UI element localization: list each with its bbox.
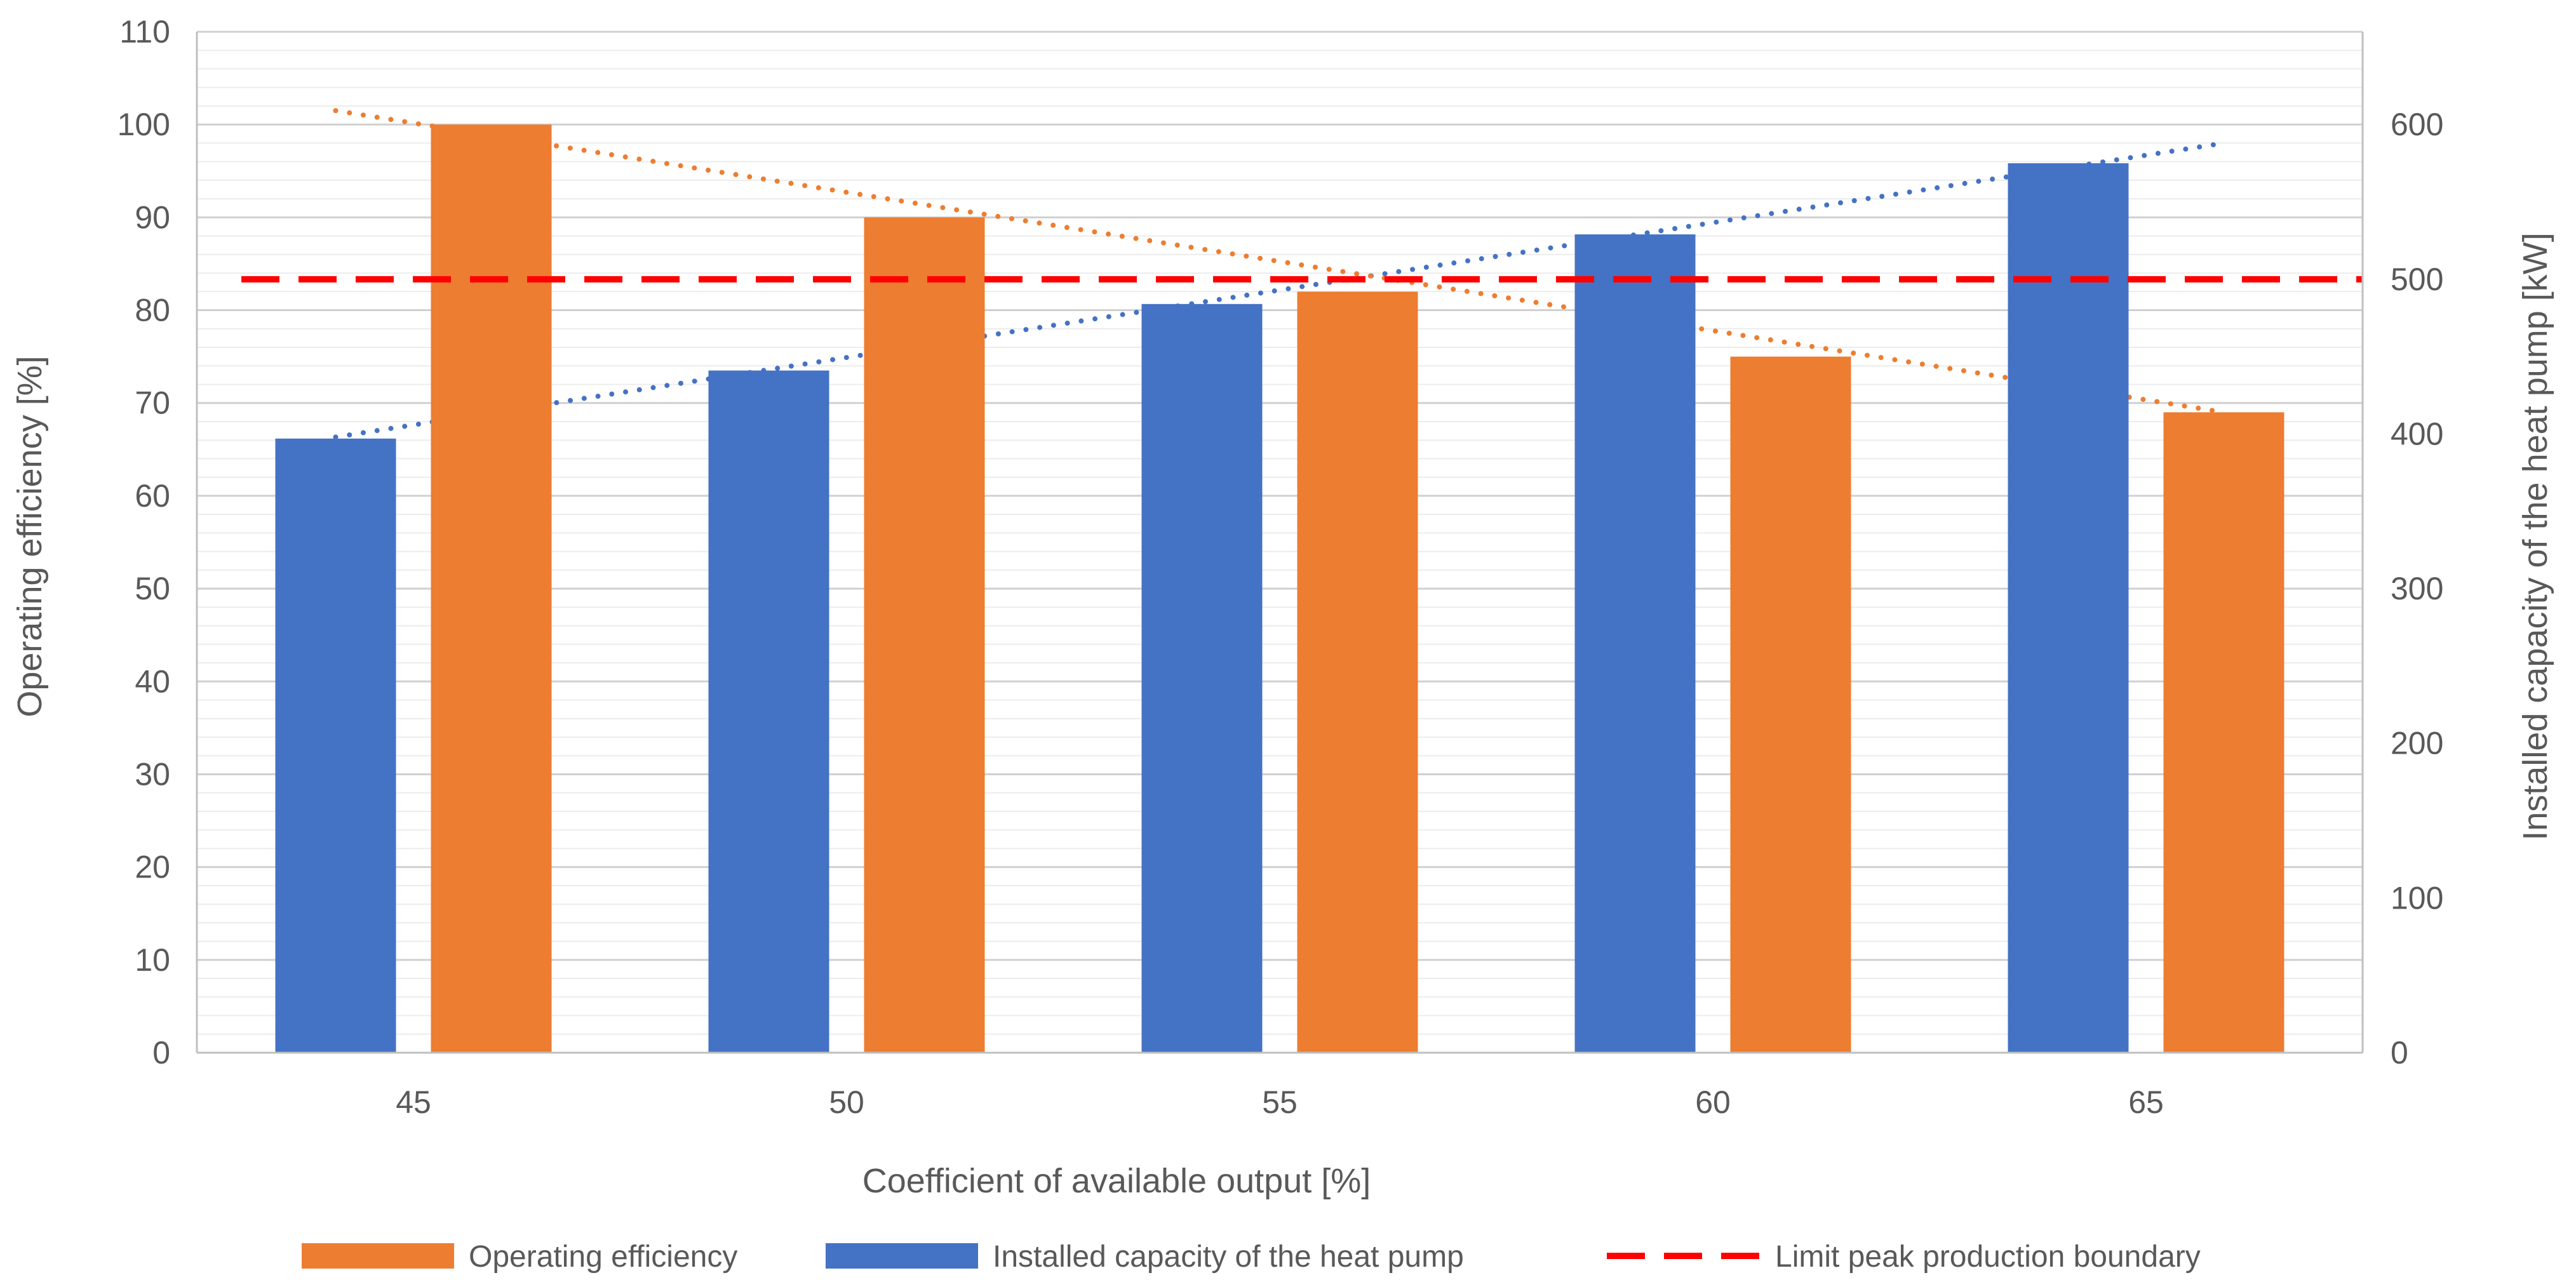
y2-tick-label: 400 (2391, 416, 2443, 451)
y-tick-label: 0 (152, 1035, 170, 1070)
legend-label-installed-capacity: Installed capacity of the heat pump (993, 1240, 1464, 1274)
bar-operating-efficiency (1297, 291, 1418, 1053)
legend-swatch-operating-efficiency (302, 1243, 454, 1269)
x-tick-label: 65 (2128, 1084, 2164, 1120)
bar-installed-capacity (275, 438, 396, 1053)
bar-operating-efficiency (431, 124, 552, 1053)
y-tick-label: 20 (135, 850, 170, 885)
y2-tick-label: 300 (2391, 571, 2443, 606)
trendline-installed-capacity (333, 140, 2227, 440)
y2-tick-label: 500 (2391, 262, 2443, 297)
trendlines (333, 108, 2227, 440)
y-tick-label: 90 (135, 199, 170, 235)
y-tick-label: 80 (135, 293, 170, 328)
y2-tick-label: 0 (2391, 1035, 2408, 1070)
y-tick-label: 60 (135, 478, 170, 514)
y2-tick-label: 600 (2391, 107, 2443, 142)
bar-operating-efficiency (2163, 412, 2284, 1053)
bar-installed-capacity (708, 370, 829, 1053)
y-tick-label: 110 (119, 14, 170, 50)
bar-installed-capacity (1574, 234, 1696, 1053)
axes (196, 32, 2364, 1054)
y2-tick-label: 100 (2391, 880, 2443, 916)
y-tick-label: 30 (135, 756, 170, 792)
y-tick-label: 50 (135, 571, 170, 606)
x-tick-label: 50 (829, 1084, 864, 1120)
bars (275, 124, 2284, 1053)
bar-installed-capacity (2008, 163, 2129, 1053)
legend-swatch-installed-capacity (826, 1243, 978, 1269)
bar-operating-efficiency (864, 217, 985, 1053)
bar-operating-efficiency (1730, 356, 1851, 1053)
y-tick-label: 40 (135, 664, 170, 699)
trendline-operating-efficiency (333, 108, 2227, 415)
y2-axis-title: Installed capacity of the heat pump [kW] (2516, 232, 2554, 841)
legend-label-operating-efficiency: Operating efficiency (469, 1240, 737, 1274)
legend: Operating efficiency Installed capacity o… (302, 1240, 2201, 1274)
y-axis-title: Operating efficiency [%] (11, 356, 49, 717)
x-tick-label: 55 (1262, 1084, 1298, 1120)
bar-installed-capacity (1141, 303, 1263, 1053)
y2-tick-label: 200 (2391, 726, 2443, 761)
x-tick-label: 60 (1695, 1084, 1731, 1120)
tick-labels: 0 10 20 30 40 50 60 70 80 90 100 110 0 100 200 300 400 50… (117, 14, 2444, 1120)
y-tick-label: 70 (135, 385, 170, 421)
x-axis-title: Coefficient of available output [%] (862, 1162, 1371, 1200)
gridlines (197, 30, 2363, 1054)
legend-label-limit-peak: Limit peak production boundary (1775, 1240, 2201, 1274)
y-tick-label: 100 (117, 107, 170, 142)
x-tick-label: 45 (396, 1084, 431, 1120)
y-tick-label: 10 (135, 942, 170, 978)
